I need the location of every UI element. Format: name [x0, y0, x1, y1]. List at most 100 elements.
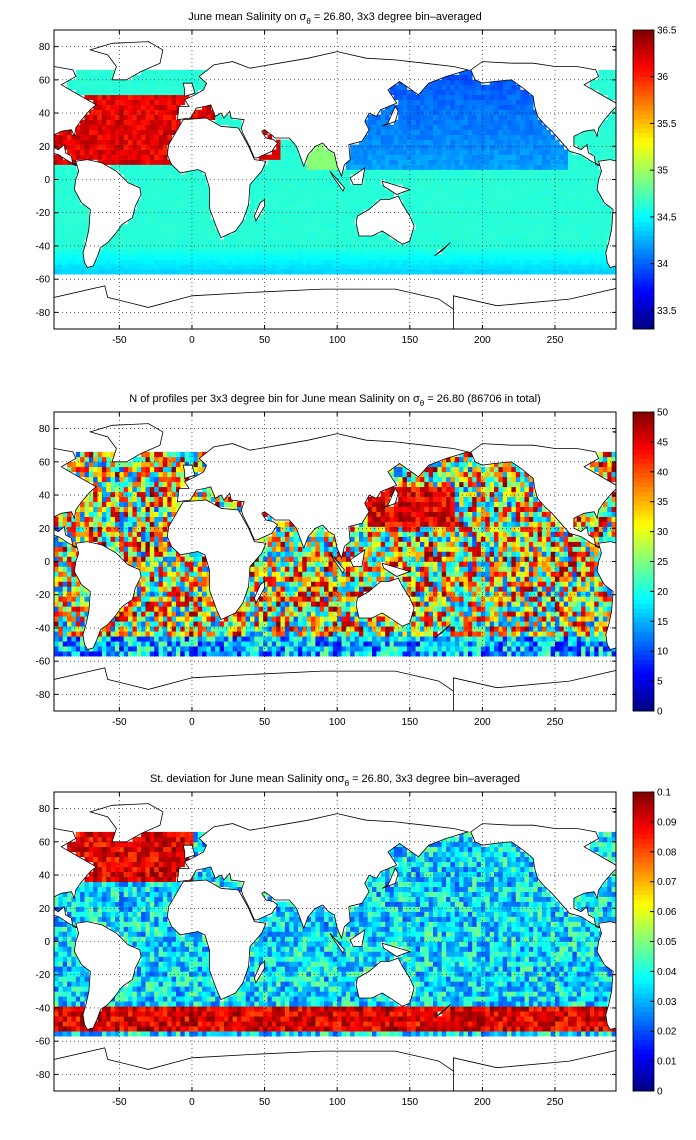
colorbar-segment — [633, 866, 654, 872]
colorbar-segment — [633, 1067, 654, 1073]
colorbar-segment — [633, 617, 654, 623]
coastline-3 — [176, 813, 470, 940]
colorbar-tick-label: 0.01 — [657, 1057, 677, 1068]
colorbar-segment — [633, 277, 654, 283]
colorbar-segment — [633, 118, 654, 124]
coastline-10 — [329, 170, 345, 192]
bin-cells — [54, 831, 616, 1037]
x-tick-label: 200 — [474, 335, 491, 346]
x-tick-label: 50 — [259, 1097, 271, 1108]
coastline-7 — [253, 198, 265, 222]
colorbar-segment — [633, 1002, 654, 1008]
colorbar-segment — [633, 820, 654, 826]
coastline-10 — [329, 932, 345, 954]
coastline-7 — [253, 580, 265, 604]
colorbar-segment — [633, 472, 654, 478]
y-tick-label: -40 — [36, 1003, 51, 1014]
colorbar-segment — [633, 132, 654, 138]
coastline-5 — [88, 423, 164, 463]
colorbar-segment — [633, 918, 654, 924]
coastline-1 — [596, 541, 616, 650]
colorbar-segment — [633, 843, 654, 849]
colorbar-segment — [633, 174, 654, 180]
colorbar-segment — [633, 941, 654, 947]
coastline-10 — [329, 552, 345, 574]
x-tick-label: -50 — [112, 335, 127, 346]
colorbar-segment — [633, 964, 654, 970]
title-post: = 26.80, 3x3 degree bin–averaged — [349, 773, 520, 785]
colorbar-segment — [633, 496, 654, 502]
y-tick-label: 60 — [39, 75, 51, 86]
colorbar-segment — [633, 1058, 654, 1064]
colorbar-segment — [633, 58, 654, 64]
colorbar-segment — [633, 1048, 654, 1055]
colorbar-segment — [633, 249, 654, 255]
colorbar-segment — [633, 510, 654, 516]
colorbar-segment — [633, 640, 654, 646]
coastline-5 — [611, 48, 616, 52]
x-tick-label: 0 — [189, 717, 195, 728]
colorbar-tick-label: 0.08 — [657, 847, 677, 858]
coastline-2 — [166, 117, 267, 239]
colorbar-segment — [633, 263, 654, 269]
colorbar-segment — [633, 30, 654, 36]
y-tick-label: 40 — [39, 871, 51, 882]
colorbar-tick-label: 0.09 — [657, 817, 677, 828]
colorbar-tick-label: 0.1 — [657, 788, 671, 799]
coastline-2 — [166, 499, 267, 621]
colorbar-tick-label: 50 — [657, 408, 669, 419]
colorbar-segment — [633, 1034, 654, 1041]
colorbar-segment — [633, 39, 654, 45]
colorbar-segment — [633, 268, 654, 274]
x-tick-label: -50 — [112, 1097, 127, 1108]
y-tick-label: 0 — [44, 175, 50, 186]
chart-title: June mean Salinity on σθ = 26.80, 3x3 de… — [188, 11, 482, 26]
colorbar-segment — [633, 412, 654, 418]
colorbar-segment — [633, 645, 654, 651]
colorbar-segment — [633, 890, 654, 896]
colorbar-tick-label: 0 — [657, 707, 663, 718]
colorbar-segment — [633, 974, 654, 980]
x-tick-label: 200 — [474, 1097, 491, 1108]
colorbar-segment — [633, 533, 654, 539]
colorbar-segment — [633, 291, 654, 297]
colorbar-segment — [633, 44, 654, 50]
colorbar-tick-label: 45 — [657, 437, 669, 448]
x-tick-label: 250 — [547, 335, 564, 346]
colorbar-segment — [633, 988, 654, 994]
colorbar-segment — [633, 664, 654, 670]
colorbar-segment — [633, 286, 654, 293]
colorbar-segment — [633, 34, 654, 40]
title-post: = 26.80, 3x3 degree bin–averaged — [311, 11, 482, 23]
colorbar-segment — [633, 421, 654, 427]
colorbar-segment — [633, 696, 654, 703]
colorbar-segment — [633, 547, 654, 553]
title-sigma: σ — [338, 773, 345, 785]
coastline-6 — [453, 288, 616, 329]
colorbar-segment — [633, 258, 654, 264]
colorbar-segment — [633, 477, 654, 483]
colorbar-segment — [633, 848, 654, 854]
coastline-12 — [381, 562, 412, 577]
x-tick-label: 0 — [189, 1097, 195, 1108]
coastline-0 — [54, 448, 97, 549]
colorbar-segment — [633, 235, 654, 241]
colorbar-segment — [633, 584, 654, 590]
colorbar-segment — [633, 491, 654, 497]
colorbar-segment — [633, 202, 654, 208]
colorbar-segment — [633, 678, 654, 684]
colorbar-segment — [633, 458, 654, 464]
colorbar-segment — [633, 922, 654, 928]
colorbar-segment — [633, 314, 654, 321]
colorbar-segment — [633, 76, 654, 82]
coastline-8 — [382, 867, 399, 889]
colorbar-segment — [633, 806, 654, 812]
colorbar-segment — [633, 100, 654, 106]
colorbar-segment — [633, 53, 654, 59]
colorbar-segment — [633, 146, 654, 152]
y-tick-label: -20 — [36, 590, 51, 601]
x-tick-label: 200 — [474, 717, 491, 728]
y-tick-label: -40 — [36, 623, 51, 634]
y-tick-label: 80 — [39, 424, 51, 435]
